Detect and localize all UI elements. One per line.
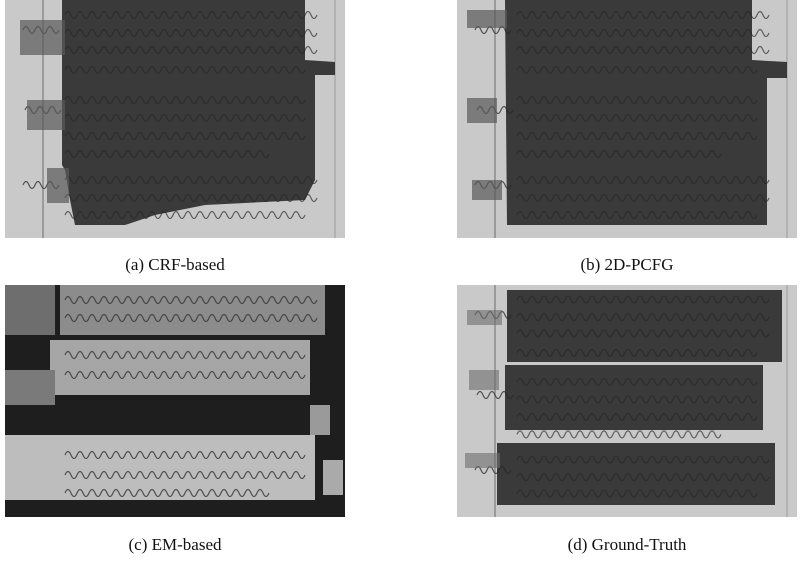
panel-image [5, 0, 345, 238]
overlay [62, 0, 335, 225]
overlay [469, 370, 499, 390]
overlay [505, 0, 787, 225]
overlay [47, 168, 69, 203]
overlay [505, 365, 763, 430]
overlay [465, 453, 500, 468]
caption: (c) EM-based [5, 535, 345, 555]
overlay [467, 310, 502, 325]
panel-image [457, 285, 797, 517]
region [50, 340, 310, 395]
region [60, 285, 325, 335]
panel-image [5, 285, 345, 517]
overlay [497, 443, 775, 505]
region [323, 460, 343, 495]
overlay [20, 20, 65, 55]
overlay [472, 180, 502, 200]
region [310, 405, 330, 435]
caption: (a) CRF-based [5, 255, 345, 275]
panel-image [457, 0, 797, 238]
overlay [27, 100, 65, 130]
overlay [467, 10, 507, 28]
overlay [507, 290, 782, 362]
caption: (d) Ground-Truth [457, 535, 797, 555]
overlay [467, 98, 497, 123]
caption: (b) 2D-PCFG [457, 255, 797, 275]
region [5, 435, 315, 500]
figure: (a) CRF-based (b) 2D-PCFG (c) EM-based (… [0, 0, 801, 561]
region [5, 370, 55, 405]
region [5, 285, 55, 335]
